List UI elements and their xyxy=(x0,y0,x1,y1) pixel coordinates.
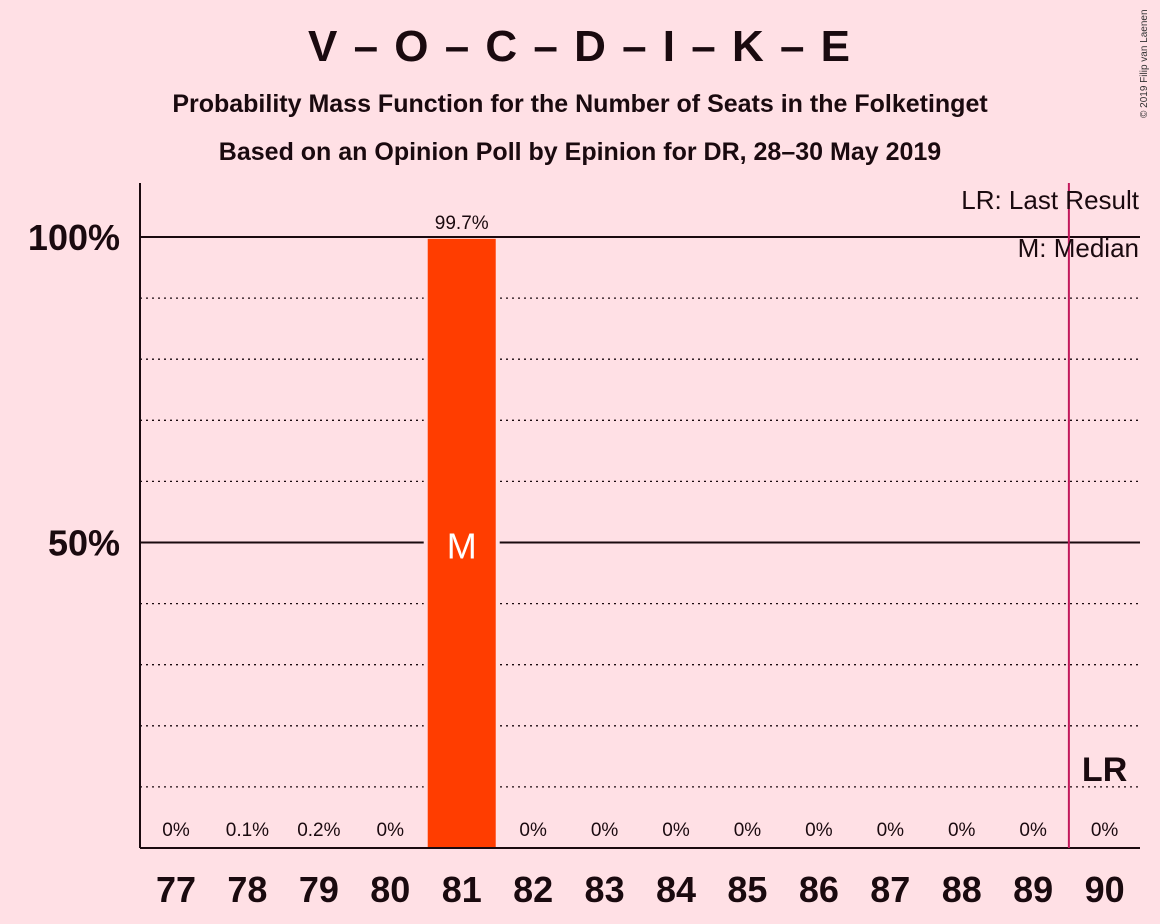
bar xyxy=(427,238,496,848)
bar-value-label: 0% xyxy=(1091,820,1119,841)
bar-value-label: 0% xyxy=(662,820,690,841)
bar-value-label: 0.1% xyxy=(226,820,269,841)
x-tick-label: 88 xyxy=(942,869,982,910)
bar-value-label: 0% xyxy=(377,820,405,841)
x-tick-label: 90 xyxy=(1085,869,1125,910)
bar-value-label: 0% xyxy=(1019,820,1047,841)
legend-last-result: LR: Last Result xyxy=(961,185,1140,215)
y-tick-label: 100% xyxy=(28,217,120,258)
x-tick-label: 78 xyxy=(227,869,267,910)
y-tick-label: 50% xyxy=(48,523,120,564)
x-tick-label: 83 xyxy=(585,869,625,910)
x-tick-label: 87 xyxy=(870,869,910,910)
bar-value-label: 0% xyxy=(877,820,905,841)
x-tick-label: 80 xyxy=(370,869,410,910)
x-tick-label: 85 xyxy=(727,869,767,910)
bar-value-label: 0% xyxy=(519,820,547,841)
chart-source-subtitle: Based on an Opinion Poll by Epinion for … xyxy=(218,138,942,166)
x-tick-label: 84 xyxy=(656,869,696,910)
x-tick-label: 89 xyxy=(1013,869,1053,910)
chart-title: V – O – C – D – I – K – E xyxy=(308,22,852,71)
legend-median: M: Median xyxy=(1018,233,1139,263)
bar-value-label: 0.2% xyxy=(297,820,340,841)
median-marker: M xyxy=(447,526,477,567)
bar-value-label: 0% xyxy=(591,820,619,841)
x-tick-label: 81 xyxy=(442,869,482,910)
last-result-marker: LR xyxy=(1082,751,1127,789)
chart-subtitle: Probability Mass Function for the Number… xyxy=(172,90,988,118)
bar-value-label: 0% xyxy=(162,820,190,841)
bar-value-label: 0% xyxy=(948,820,976,841)
x-tick-label: 82 xyxy=(513,869,553,910)
bar-value-label: 0% xyxy=(805,820,833,841)
bar-value-label: 99.7% xyxy=(435,213,489,234)
bar-value-label: 0% xyxy=(734,820,762,841)
x-tick-label: 77 xyxy=(156,869,196,910)
x-tick-label: 86 xyxy=(799,869,839,910)
x-tick-label: 79 xyxy=(299,869,339,910)
